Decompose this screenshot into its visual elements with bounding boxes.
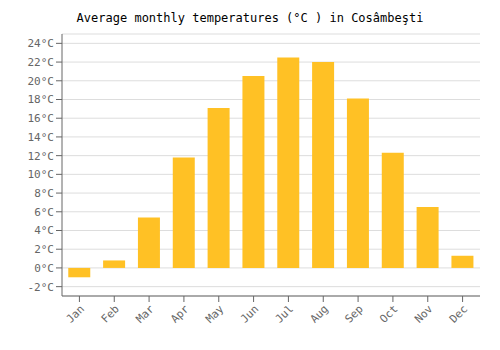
svg-text:Mar: Mar xyxy=(133,302,157,326)
svg-text:Jun: Jun xyxy=(238,302,261,325)
svg-text:6°C: 6°C xyxy=(34,206,54,219)
svg-text:Jan: Jan xyxy=(64,302,87,325)
svg-text:16°C: 16°C xyxy=(28,112,55,125)
svg-text:10°C: 10°C xyxy=(28,168,55,181)
svg-text:8°C: 8°C xyxy=(34,187,54,200)
svg-text:Sep: Sep xyxy=(342,302,365,325)
svg-text:Apr: Apr xyxy=(168,302,192,326)
svg-text:24°C: 24°C xyxy=(28,37,55,50)
svg-text:22°C: 22°C xyxy=(28,56,55,69)
svg-text:-2°C: -2°C xyxy=(28,281,55,294)
svg-text:20°C: 20°C xyxy=(28,75,55,88)
svg-text:14°C: 14°C xyxy=(28,131,55,144)
svg-text:Aug: Aug xyxy=(308,302,331,325)
svg-text:2°C: 2°C xyxy=(34,243,54,256)
svg-text:0°C: 0°C xyxy=(34,262,54,275)
svg-text:4°C: 4°C xyxy=(34,224,54,237)
svg-text:12°C: 12°C xyxy=(28,150,55,163)
svg-text:Dec: Dec xyxy=(447,302,470,325)
svg-text:Oct: Oct xyxy=(377,302,400,325)
svg-text:Jul: Jul xyxy=(273,302,296,325)
svg-text:Feb: Feb xyxy=(99,302,122,325)
svg-text:Nov: Nov xyxy=(412,302,436,326)
svg-text:18°C: 18°C xyxy=(28,93,55,106)
html-text:Average monthly temperatures (: Average monthly temperatures (°C ) in Co… xyxy=(76,11,424,25)
svg-text:May: May xyxy=(203,302,227,326)
